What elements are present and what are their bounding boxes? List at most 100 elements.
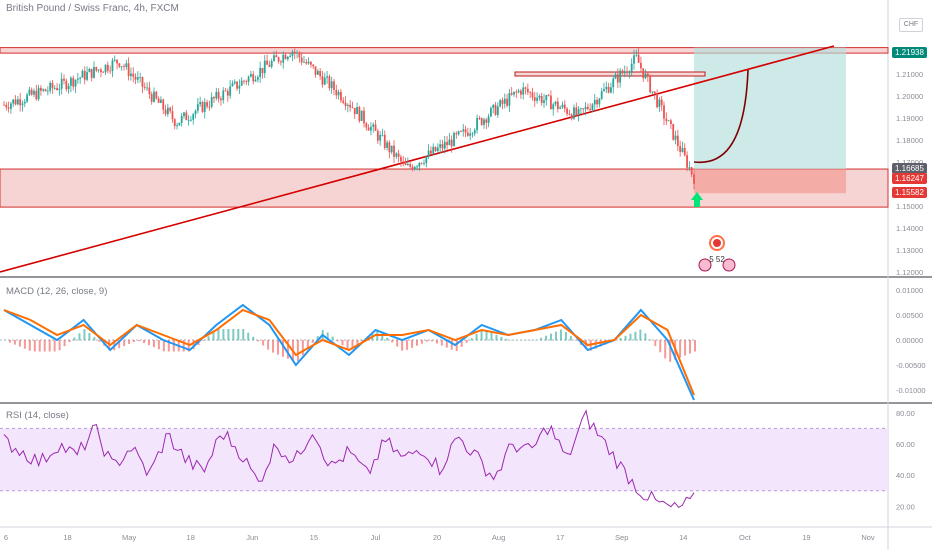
rsi-axis-tick: 20.00 — [896, 502, 915, 511]
candle-body — [568, 113, 571, 115]
macd-histogram-bar — [306, 340, 309, 349]
macd-histogram-bar — [157, 340, 160, 350]
macd-histogram-bar — [8, 340, 11, 343]
candle-body — [44, 89, 47, 92]
candle-body — [282, 54, 285, 63]
macd-histogram-bar — [296, 340, 299, 362]
candle-body — [658, 99, 661, 108]
macd-histogram-bar — [237, 329, 240, 341]
time-axis-tick: Jun — [246, 533, 258, 542]
macd-histogram-bar — [336, 340, 339, 342]
macd-histogram-bar — [361, 340, 364, 342]
candle-body — [589, 108, 592, 110]
candle-body — [95, 66, 98, 71]
candle-body — [356, 107, 358, 115]
candle-body — [552, 104, 555, 110]
macd-histogram-bar — [172, 340, 175, 352]
candle-body — [365, 123, 368, 128]
candle-body — [56, 87, 58, 90]
macd-histogram-bar — [679, 340, 682, 358]
candle-body — [125, 63, 128, 67]
candle-body — [127, 63, 130, 77]
candle-body — [247, 76, 250, 82]
candle-body — [238, 85, 241, 89]
candle-body — [517, 90, 520, 93]
candle-body — [194, 110, 197, 115]
candle-body — [395, 153, 398, 157]
candle-body — [635, 54, 638, 56]
candle-body — [409, 163, 412, 167]
candle-body — [443, 141, 446, 149]
candle-body — [522, 87, 525, 95]
candle-body — [453, 133, 455, 147]
candle-body — [148, 87, 151, 95]
candle-body — [217, 91, 220, 99]
candle-body — [492, 104, 495, 108]
macd-histogram-bar — [232, 329, 235, 341]
candle-body — [26, 94, 28, 102]
candle-body — [49, 82, 52, 91]
candle-body — [390, 145, 393, 153]
macd-histogram-bar — [684, 340, 687, 356]
macd-histogram-bar — [247, 332, 250, 341]
candle-body — [510, 92, 513, 95]
candle-body — [90, 68, 93, 78]
candle-body — [349, 104, 352, 108]
candle-body — [81, 70, 84, 78]
candle-body — [651, 91, 654, 93]
candle-body — [393, 145, 395, 157]
macd-histogram-bar — [23, 340, 26, 349]
candle-body — [416, 166, 418, 168]
candle-body — [86, 72, 88, 80]
candle-body — [434, 146, 437, 152]
time-axis-tick: 19 — [802, 533, 810, 542]
candle-body — [185, 112, 188, 121]
candle-body — [333, 81, 335, 90]
candle-body — [254, 79, 257, 82]
macd-histogram-bar — [222, 329, 225, 341]
macd-histogram-bar — [525, 340, 528, 341]
price-label-chip: 1.15582 — [892, 187, 927, 199]
macd-histogram-bar — [391, 340, 394, 343]
macd-histogram-bar — [316, 336, 319, 341]
candle-body — [653, 91, 656, 94]
candle-body — [164, 109, 167, 115]
macd-histogram-bar — [301, 340, 304, 356]
candle-body — [190, 119, 192, 121]
candle-body — [457, 131, 460, 135]
candle-body — [370, 126, 372, 131]
candle-body — [252, 74, 255, 82]
candle-body — [226, 90, 229, 96]
candle-body — [381, 134, 384, 136]
candle-body — [425, 156, 428, 164]
candle-body — [106, 64, 109, 71]
candle-body — [153, 91, 155, 102]
candle-body — [196, 104, 199, 111]
candle-body — [626, 71, 628, 73]
candle-body — [642, 68, 645, 79]
candle-body — [240, 80, 243, 86]
macd-histogram-bar — [138, 340, 141, 342]
currency-button[interactable]: CHF — [899, 18, 923, 32]
candle-body — [104, 64, 107, 73]
macd-title: MACD (12, 26, close, 9) — [6, 286, 108, 297]
macd-histogram-bar — [133, 340, 136, 343]
candle-body — [97, 69, 100, 71]
candle-body — [250, 74, 252, 77]
time-axis-tick: Sep — [615, 533, 628, 542]
candle-body — [109, 70, 112, 72]
candle-body — [554, 101, 557, 105]
candle-body — [173, 119, 176, 127]
candle-body — [386, 142, 388, 148]
macd-histogram-bar — [574, 340, 577, 341]
candle-body — [490, 107, 492, 117]
candle-body — [411, 166, 414, 170]
candle-body — [263, 60, 266, 74]
macd-histogram-bar — [331, 336, 334, 341]
candle-body — [531, 92, 534, 98]
macd-histogram-bar — [430, 340, 433, 342]
macd-histogram-bar — [639, 329, 642, 341]
candle-body — [300, 57, 303, 63]
candle-body — [693, 174, 695, 184]
